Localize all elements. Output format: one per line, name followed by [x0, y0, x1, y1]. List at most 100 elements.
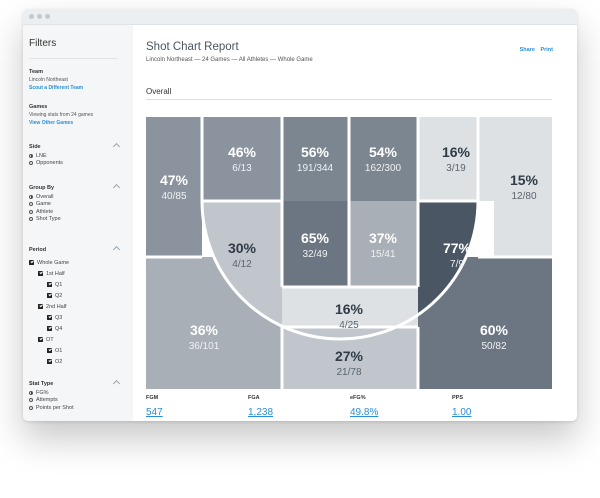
- group-by-option[interactable]: Overall: [29, 193, 119, 201]
- checkbox-icon[interactable]: [29, 260, 34, 265]
- period-option[interactable]: Q2: [29, 290, 119, 301]
- zone-pct-label: 30%: [228, 240, 257, 256]
- period-option[interactable]: 1st Half: [29, 268, 119, 279]
- summary-stats: FGM 547 FGA 1,238 eFG% 49.8% PPS 1.00: [146, 395, 552, 421]
- stat-value-link[interactable]: 1,238: [248, 407, 274, 418]
- window-minimize-dot[interactable]: [37, 14, 42, 19]
- stat-type-option[interactable]: FG%: [29, 389, 119, 397]
- zone-ratio-label: 6/13: [232, 163, 252, 174]
- period-option[interactable]: OT: [29, 334, 119, 345]
- zone-free-throw-area[interactable]: [282, 287, 418, 327]
- checkbox-icon[interactable]: [38, 271, 43, 276]
- radio-icon[interactable]: [29, 194, 33, 199]
- checkbox-icon[interactable]: [38, 304, 43, 309]
- zone-pct-label: 46%: [228, 144, 257, 160]
- period-option-label: Q4: [55, 325, 63, 332]
- group-by-option-label: Game: [36, 201, 51, 208]
- period-option-label: Q1: [55, 281, 63, 288]
- shot-chart: 47% 40/85 46% 6/13 56% 191/344 54% 162/300 16% 3/…: [146, 117, 552, 389]
- stat-type-heading: Stat Type: [29, 381, 54, 387]
- radio-icon[interactable]: [29, 390, 33, 395]
- period-option[interactable]: Q1: [29, 279, 119, 290]
- games-section: Games Viewing stats from 24 games View O…: [29, 104, 119, 127]
- zone-pct-label: 77%: [443, 240, 472, 256]
- zone-ratio-label: 21/78: [336, 367, 361, 378]
- side-option[interactable]: Opponents: [29, 160, 119, 168]
- window-zoom-dot[interactable]: [45, 14, 50, 19]
- zone-paint-right[interactable]: [349, 201, 418, 287]
- zone-ratio-label: 50/82: [481, 341, 506, 352]
- stat-value-link[interactable]: 1.00: [452, 407, 472, 418]
- radio-icon[interactable]: [29, 153, 33, 158]
- checkbox-icon[interactable]: [47, 315, 52, 320]
- zone-pct-label: 15%: [510, 172, 539, 188]
- group-by-option-label: Shot Type: [36, 216, 61, 223]
- stat-label: FGM: [146, 395, 159, 401]
- zone-ratio-label: 7/9: [450, 259, 464, 270]
- team-heading: Team: [29, 69, 43, 75]
- period-option[interactable]: O1: [29, 345, 119, 356]
- radio-icon[interactable]: [29, 209, 33, 214]
- zone-right-baseline-mid[interactable]: [418, 117, 494, 201]
- radio-icon[interactable]: [29, 161, 33, 166]
- radio-icon[interactable]: [29, 202, 33, 207]
- group-by-option[interactable]: Athlete: [29, 208, 119, 216]
- period-option[interactable]: O2: [29, 356, 119, 367]
- three-point-arc: [200, 200, 480, 341]
- stat-type-option[interactable]: Points per Shot: [29, 404, 119, 412]
- team-section: Team Lincoln Northeast Scout a Different…: [29, 69, 119, 92]
- zone-pct-label: 56%: [301, 144, 330, 160]
- radio-icon[interactable]: [29, 405, 33, 410]
- zone-ratio-label: 3/19: [446, 163, 466, 174]
- radio-icon[interactable]: [29, 217, 33, 222]
- period-option[interactable]: Q4: [29, 323, 119, 334]
- zone-ratio-label: 32/49: [302, 249, 327, 260]
- zone-pct-label: 60%: [480, 322, 509, 338]
- checkbox-icon[interactable]: [47, 348, 52, 353]
- games-heading: Games: [29, 104, 48, 110]
- stat-fga: FGA 1,238: [248, 395, 273, 418]
- group-by-option[interactable]: Shot Type: [29, 216, 119, 224]
- window-close-dot[interactable]: [29, 14, 34, 19]
- zone-right-corner[interactable]: [494, 117, 552, 257]
- zone-right-short-corner[interactable]: [349, 117, 418, 201]
- period-option-label: O2: [55, 358, 63, 365]
- checkbox-icon[interactable]: [47, 282, 52, 287]
- side-section: Side LNE Opponents: [29, 142, 121, 168]
- checkbox-icon[interactable]: [47, 293, 52, 298]
- share-link[interactable]: Share: [519, 47, 535, 53]
- side-heading: Side: [29, 144, 41, 150]
- side-option-label: LNE: [36, 152, 47, 159]
- period-option[interactable]: 2nd Half: [29, 301, 119, 312]
- zone-pct-label: 27%: [335, 348, 364, 364]
- group-by-option[interactable]: Game: [29, 201, 119, 209]
- zone-paint-left[interactable]: [282, 201, 349, 287]
- checkbox-icon[interactable]: [47, 326, 52, 331]
- zone-left-baseline-mid[interactable]: [202, 117, 282, 201]
- stat-label: eFG%: [350, 395, 366, 401]
- zone-pct-label: 47%: [160, 172, 189, 188]
- stat-type-section: Stat Type FG% Attempts Points per Shot: [29, 379, 121, 412]
- zone-left-corner[interactable]: [146, 117, 202, 257]
- period-option-label: O1: [55, 347, 63, 354]
- zone-ratio-label: 15/41: [370, 249, 395, 260]
- period-option-label: Whole Game: [37, 259, 70, 266]
- scout-team-link[interactable]: Scout a Different Team: [29, 85, 84, 91]
- view-games-link[interactable]: View Other Games: [29, 120, 74, 126]
- checkbox-icon[interactable]: [47, 359, 52, 364]
- stat-type-option[interactable]: Attempts: [29, 397, 119, 405]
- radio-icon[interactable]: [29, 398, 33, 403]
- report-subtitle: Lincoln Northeast — 24 Games — All Athle…: [146, 57, 313, 63]
- zone-ratio-label: 162/300: [365, 163, 402, 174]
- print-link[interactable]: Print: [540, 47, 553, 53]
- zone-left-short-corner[interactable]: [282, 117, 349, 201]
- period-option[interactable]: Q3: [29, 312, 119, 323]
- stat-type-option-label: FG%: [36, 389, 49, 396]
- stat-value-link[interactable]: 547: [146, 407, 163, 418]
- report-actions: Share Print: [516, 47, 553, 53]
- period-option[interactable]: Whole Game: [29, 257, 119, 268]
- games-value: Viewing stats from 24 games: [29, 112, 94, 118]
- checkbox-icon[interactable]: [38, 337, 43, 342]
- side-option[interactable]: LNE: [29, 152, 119, 160]
- stat-value-link[interactable]: 49.8%: [350, 407, 379, 418]
